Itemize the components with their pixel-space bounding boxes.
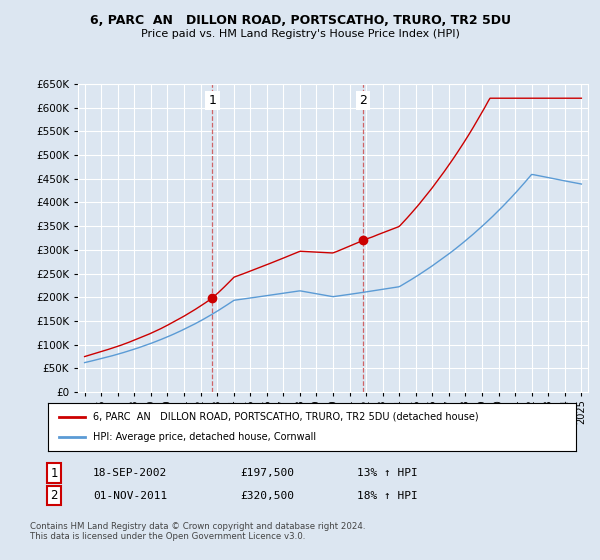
Text: Price paid vs. HM Land Registry's House Price Index (HPI): Price paid vs. HM Land Registry's House …	[140, 29, 460, 39]
Text: 18-SEP-2002: 18-SEP-2002	[93, 468, 167, 478]
Text: £320,500: £320,500	[240, 491, 294, 501]
Text: 2: 2	[359, 94, 367, 107]
Text: 6, PARC  AN   DILLON ROAD, PORTSCATHO, TRURO, TR2 5DU (detached house): 6, PARC AN DILLON ROAD, PORTSCATHO, TRUR…	[93, 412, 479, 422]
Text: 2: 2	[50, 489, 58, 502]
Text: 13% ↑ HPI: 13% ↑ HPI	[357, 468, 418, 478]
Text: £197,500: £197,500	[240, 468, 294, 478]
Text: 1: 1	[209, 94, 217, 107]
Text: 01-NOV-2011: 01-NOV-2011	[93, 491, 167, 501]
Text: Contains HM Land Registry data © Crown copyright and database right 2024.
This d: Contains HM Land Registry data © Crown c…	[30, 522, 365, 542]
Text: 6, PARC  AN   DILLON ROAD, PORTSCATHO, TRURO, TR2 5DU: 6, PARC AN DILLON ROAD, PORTSCATHO, TRUR…	[89, 14, 511, 27]
Text: 1: 1	[50, 466, 58, 480]
Text: HPI: Average price, detached house, Cornwall: HPI: Average price, detached house, Corn…	[93, 432, 316, 442]
Text: 18% ↑ HPI: 18% ↑ HPI	[357, 491, 418, 501]
